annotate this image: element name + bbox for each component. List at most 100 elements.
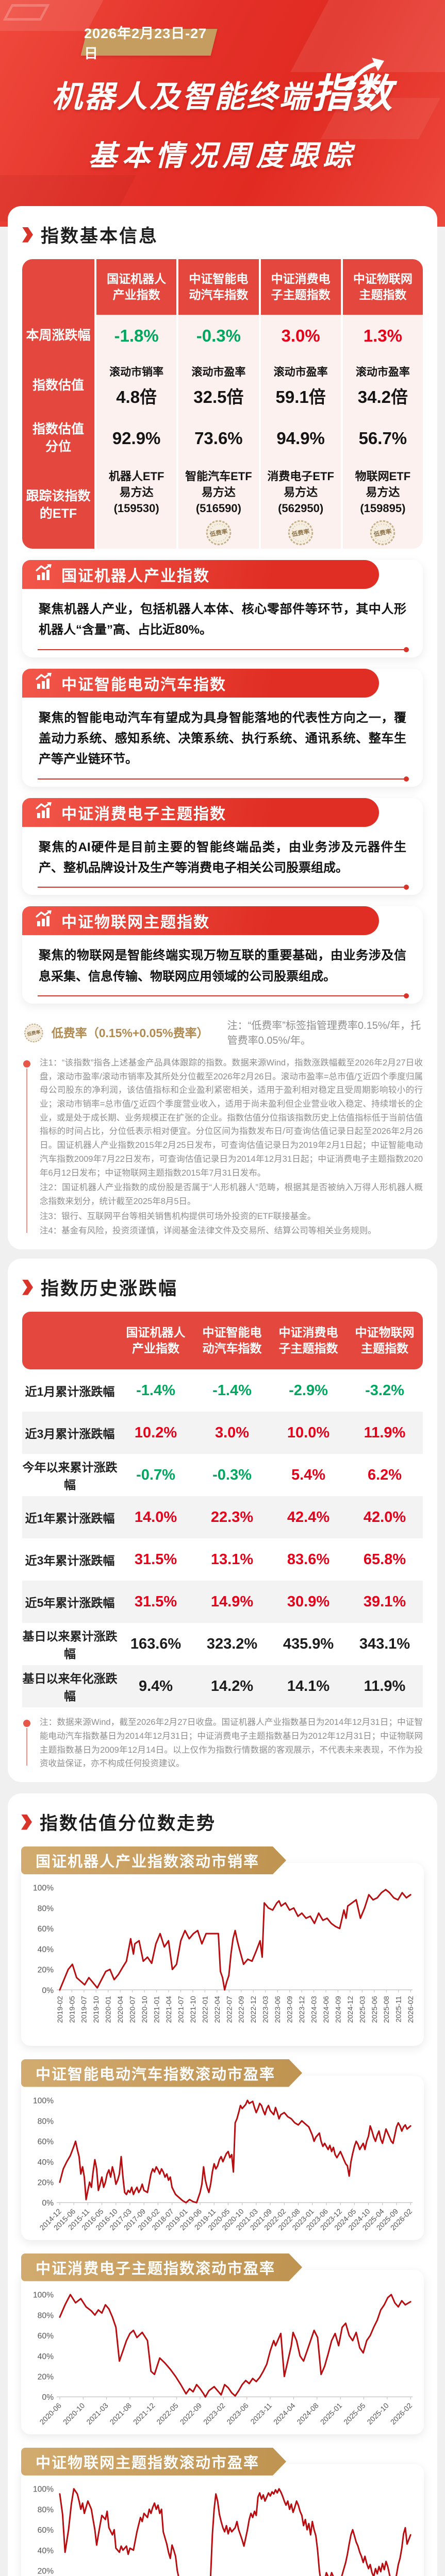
weekly-change-cell: 1.3% xyxy=(342,315,423,357)
desc-card-header: 中证物联网主题指数 xyxy=(22,906,379,936)
desc-card-title: 中证智能电动汽车指数 xyxy=(61,676,226,693)
date-badge: 2026年2月23日-27日 xyxy=(80,26,218,61)
table-row: 基日以来累计涨跌幅 163.6% 323.2% 435.9% 343.1% xyxy=(22,1623,423,1665)
column-header: 国证机器人 产业指数 xyxy=(126,1326,186,1355)
change-value: 31.5% xyxy=(134,1551,177,1568)
etf-cell: 智能汽车ETF 易方达 (516590) 低费率 xyxy=(178,462,259,549)
svg-text:2025-08: 2025-08 xyxy=(383,1996,391,2023)
row-label: 近1年累计涨跌幅 xyxy=(25,1512,115,1526)
basic-info-card: 指数基本信息 国证机器人 产业指数 中证智能电 动汽车指数 中证消费电 子主题指数 中… xyxy=(8,206,437,1250)
change-value: 39.1% xyxy=(363,1593,406,1610)
section-title: 指数历史涨跌幅 xyxy=(41,1279,178,1299)
svg-text:100%: 100% xyxy=(33,2096,54,2105)
fee-note-text: 注：“低费率”标签指管理费率0.15%/年，托管费率0.05%/年。 xyxy=(227,1020,421,1046)
section-basic-info: 指数基本信息 xyxy=(22,222,423,248)
table-row: 今年以来累计涨跌幅 -0.7% -0.3% 5.4% 6.2% xyxy=(22,1454,423,1496)
chevron-icon xyxy=(22,227,33,243)
change-value: 3.0% xyxy=(215,1424,250,1441)
svg-text:2019-07: 2019-07 xyxy=(80,1996,89,2023)
line-chart: 0%20%40%60%80%100%2015-072015-122016-052… xyxy=(21,2464,424,2576)
weekly-change-cell: -0.3% xyxy=(178,315,259,357)
title-line1: 机器人及智能终端 xyxy=(52,80,312,114)
svg-text:2020-06: 2020-06 xyxy=(38,2401,63,2426)
svg-text:2021-03: 2021-03 xyxy=(85,2401,110,2426)
trend-chart-icon xyxy=(35,910,53,931)
index-desc-card-ev: 中证智能电动汽车指数 聚焦的智能电动汽车有望成为具身智能落地的代表性方向之一，覆… xyxy=(22,668,423,787)
change-value: 42.0% xyxy=(363,1509,406,1526)
svg-text:40%: 40% xyxy=(38,2158,54,2166)
svg-text:2021-10: 2021-10 xyxy=(189,1996,197,2023)
row-label-valuation: 指数估值 xyxy=(22,357,94,415)
desc-card-body: 聚焦的AI硬件是目前主要的智能终端品类，由业务涉及元器件生产、整机品牌设计及生产… xyxy=(39,840,406,875)
desc-card-header: 中证智能电动汽车指数 xyxy=(22,668,379,698)
svg-text:2020-04: 2020-04 xyxy=(117,1996,125,2023)
change-value: 11.9% xyxy=(364,1424,406,1441)
table-row: 近5年累计涨跌幅 31.5% 14.9% 30.9% 39.1% xyxy=(22,1581,423,1623)
column-header: 国证机器人 产业指数 xyxy=(96,259,177,315)
svg-text:20%: 20% xyxy=(38,1966,54,1975)
change-value: 14.2% xyxy=(210,1677,254,1694)
svg-text:60%: 60% xyxy=(38,1925,54,1934)
row-label: 近5年累计涨跌幅 xyxy=(25,1596,115,1610)
desc-card-divider xyxy=(38,885,409,890)
table-row: 近3月累计涨跌幅 10.2% 3.0% 10.0% 11.9% xyxy=(22,1412,423,1454)
low-fee-stamp-icon: 低费率 xyxy=(369,519,397,547)
svg-text:2023-11: 2023-11 xyxy=(249,2401,274,2426)
change-value: 10.2% xyxy=(134,1424,177,1441)
percentile-cell: 56.7% xyxy=(342,415,423,462)
desc-card-title: 中证物联网主题指数 xyxy=(61,914,210,931)
table-row: 近1月累计涨跌幅 -1.4% -1.4% -2.9% -3.2% xyxy=(22,1369,423,1412)
svg-text:60%: 60% xyxy=(38,2526,54,2535)
svg-text:2022-05: 2022-05 xyxy=(155,2401,180,2426)
desc-card-divider xyxy=(38,993,409,998)
change-value: 14.0% xyxy=(134,1509,177,1526)
change-value: 42.4% xyxy=(287,1509,330,1526)
svg-text:2021-07: 2021-07 xyxy=(177,1996,185,2023)
line-chart: 0% 20% 40% 60% 80% 100% 2020-06 2020-10 2021-03 2… xyxy=(21,2269,424,2434)
chart-svg: 0%20%40%60%80%100%2015-072015-122016-052… xyxy=(33,2485,411,2576)
change-value: 14.9% xyxy=(210,1593,254,1610)
change-value: -0.3% xyxy=(212,1466,252,1483)
weekly-change-cell: -1.8% xyxy=(96,315,177,357)
column-header: 中证消费电 子主题指数 xyxy=(260,259,341,315)
table-row: 近1年累计涨跌幅 14.0% 22.3% 42.4% 42.0% xyxy=(22,1496,423,1539)
svg-text:2024-09: 2024-09 xyxy=(334,1996,342,2023)
change-value: -2.9% xyxy=(289,1382,328,1399)
change-value: 14.1% xyxy=(287,1677,330,1694)
chevron-icon xyxy=(21,1814,32,1830)
svg-text:2023-06: 2023-06 xyxy=(225,2401,250,2426)
basic-info-footnotes: 注1：“该指数”指各上述基金产品具体跟踪的指数。数据来源Wind，指数涨跌幅截至… xyxy=(22,1056,423,1238)
history-table-header: 国证机器人 产业指数 中证智能电 动汽车指数 中证消费电 子主题指数 中证物联网 主题指… xyxy=(22,1312,423,1370)
svg-text:2022-09: 2022-09 xyxy=(179,2401,204,2426)
chart-title-banner: 中证消费电子主题指数滚动市盈率 xyxy=(21,2253,302,2281)
change-value: 5.4% xyxy=(291,1466,326,1483)
desc-card-divider xyxy=(38,776,409,782)
change-value: -0.7% xyxy=(136,1466,175,1483)
svg-text:2019-05: 2019-05 xyxy=(68,1996,76,2023)
chart-title-banner: 中证物联网主题指数滚动市盈率 xyxy=(21,2448,286,2476)
footnote-3: 注3：银行、互联网平台等相关销售机构提供可场外投资的ETF联接基金。 xyxy=(40,1211,316,1221)
hero-banner: 2026年2月23日-27日 机器人及智能终端指数 基本情况周度跟踪 xyxy=(0,0,445,227)
table-corner-cell xyxy=(22,259,94,315)
footnote-4: 注4：基金有风险，投资须谨慎，详阅基金法律文件及交易所、结算公司等相关业务规则。 xyxy=(40,1226,376,1236)
chart-svg: 0%20%40%60%80%100%2014-122015-062015-112… xyxy=(33,2096,414,2232)
svg-text:2021-08: 2021-08 xyxy=(108,2401,133,2426)
low-fee-stamp-icon: 低费率 xyxy=(287,519,315,547)
column-header: 中证智能电 动汽车指数 xyxy=(178,259,259,315)
trend-chart-icon xyxy=(35,802,53,823)
svg-text:2021-04: 2021-04 xyxy=(165,1996,173,2023)
svg-text:100%: 100% xyxy=(33,2485,54,2494)
valuation-cell: 滚动市盈率 34.2倍 xyxy=(342,357,423,415)
footnote-1: 注1：“该指数”指各上述基金产品具体跟踪的指数。数据来源Wind，指数涨跌幅截至… xyxy=(40,1058,423,1178)
change-value: 6.2% xyxy=(367,1466,402,1483)
title-line2: 基本情况周度跟踪 xyxy=(88,140,357,172)
svg-text:2020-01: 2020-01 xyxy=(105,1996,113,2023)
svg-text:100%: 100% xyxy=(33,1884,54,1893)
svg-text:20%: 20% xyxy=(38,2178,54,2187)
low-fee-note: 低费率 低费率（0.15%+0.05%费率） 注：“低费率”标签指管理费率0.1… xyxy=(23,1016,422,1048)
line-chart: 0% 20% 40% 60% 80% 100% 2014-12 2015-06 2015-11 2… xyxy=(21,2075,424,2240)
svg-text:2020-10: 2020-10 xyxy=(62,2401,87,2426)
svg-text:2023-12: 2023-12 xyxy=(298,1996,306,2023)
svg-text:60%: 60% xyxy=(38,2332,54,2341)
section-title: 指数估值分位数走势 xyxy=(40,1814,217,1834)
